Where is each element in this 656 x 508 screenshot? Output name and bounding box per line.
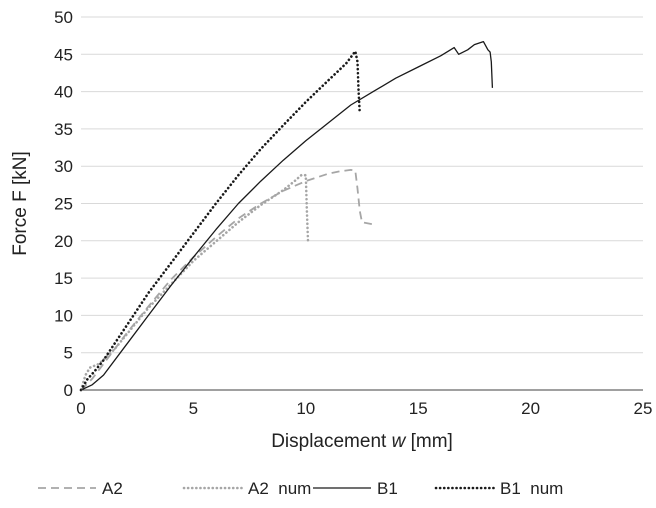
x-tick-label: 20 [521, 399, 540, 418]
y-tick-label: 15 [54, 269, 73, 288]
x-axis-title-suffix: [mm] [405, 431, 453, 452]
series-line-4 [79, 50, 362, 392]
y-axis-title: Force F [kN] [10, 151, 31, 256]
legend-label-3: B1 [377, 479, 398, 498]
legend-label-1: A2 [102, 479, 123, 498]
series-lines [79, 40, 494, 392]
x-tick-label: 0 [76, 399, 85, 418]
y-tick-labels: 0 5 10 15 20 25 30 35 40 45 50 [54, 8, 73, 400]
x-axis-title-prefix: Displacement [271, 431, 391, 452]
legend-label-2: A2 num [248, 479, 311, 498]
legend-label-4: B1 num [500, 479, 563, 498]
x-axis-title-variable: w [392, 431, 407, 452]
y-tick-label: 10 [54, 306, 73, 325]
series-line-2 [79, 173, 310, 392]
x-tick-label: 10 [296, 399, 315, 418]
y-tick-label: 45 [54, 45, 73, 64]
gridlines [81, 16, 643, 354]
y-tick-label: 30 [54, 157, 73, 176]
legend: A2 A2 num B1 B1 num [38, 479, 563, 498]
x-axis-title: Displacement w [mm] [271, 431, 453, 452]
y-tick-label: 40 [54, 83, 73, 102]
x-tick-label: 5 [189, 399, 198, 418]
y-tick-label: 20 [54, 232, 73, 251]
x-tick-labels: 0 5 10 15 20 25 [76, 399, 652, 418]
y-tick-label: 5 [64, 344, 73, 363]
x-tick-label: 15 [409, 399, 428, 418]
y-tick-label: 25 [54, 195, 73, 214]
series-line-3 [80, 40, 494, 391]
y-tick-label: 35 [54, 120, 73, 139]
y-tick-label: 0 [64, 381, 73, 400]
x-tick-label: 25 [634, 399, 653, 418]
y-tick-label: 50 [54, 8, 73, 27]
series-line-1 [80, 169, 374, 391]
